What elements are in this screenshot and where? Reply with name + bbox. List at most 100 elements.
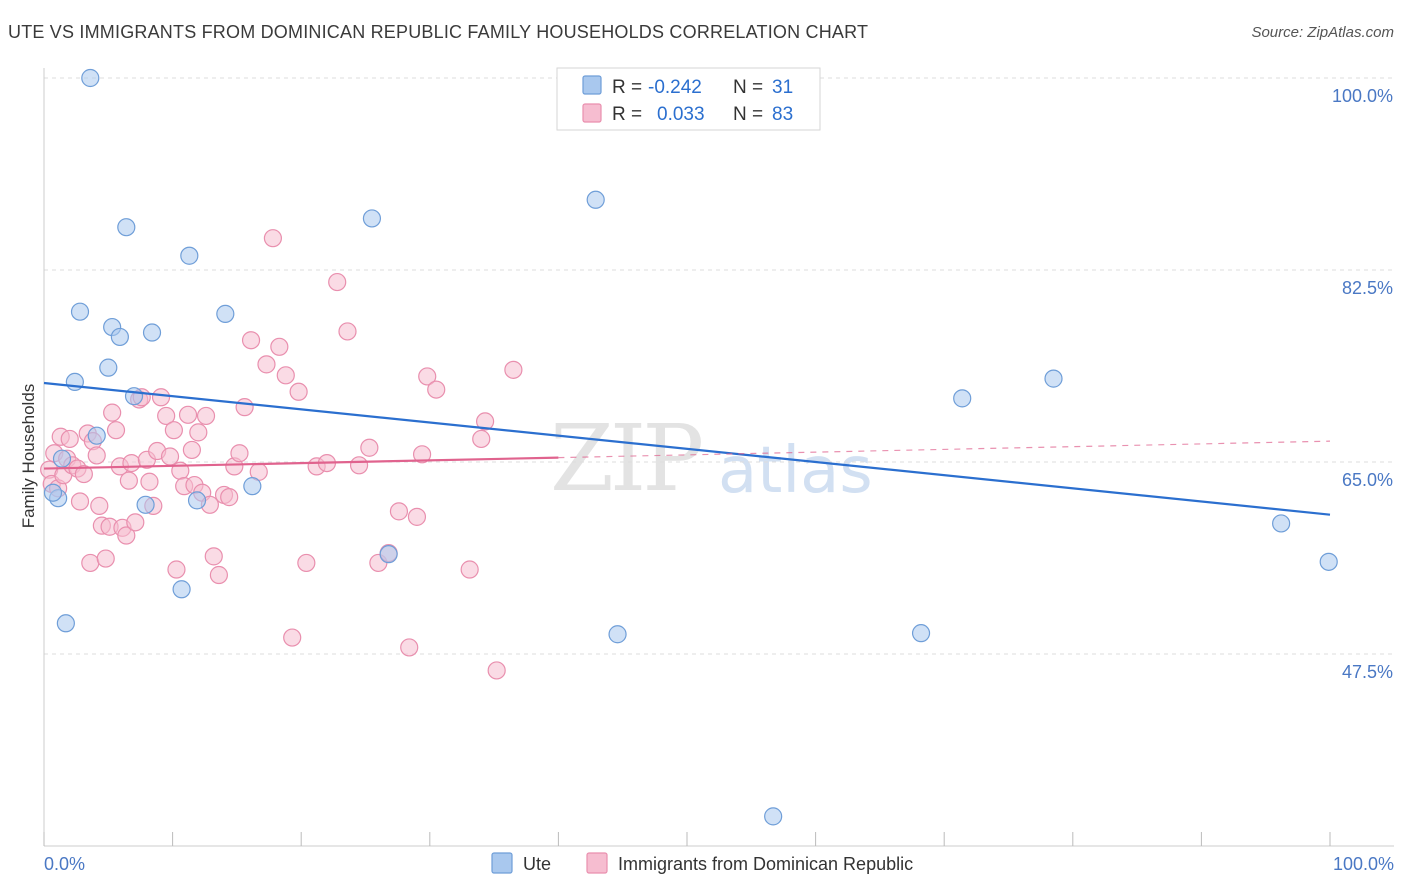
legend-n-label-dominican: N = — [733, 104, 763, 125]
ute-point — [953, 389, 972, 408]
dominican-point — [167, 560, 186, 579]
dominican-point — [119, 471, 138, 490]
dominican-point — [257, 355, 276, 374]
legend-swatch-ute — [582, 75, 602, 95]
dominican-point — [472, 429, 491, 449]
correlation-legend: R = -0.242 N = 31 R = 0.033 N = 83 — [556, 67, 821, 131]
ute-point — [56, 614, 75, 633]
ute-point — [187, 491, 207, 510]
legend-r-label-ute: R = — [612, 77, 642, 98]
ute-point — [136, 495, 155, 514]
dominican-point — [460, 560, 479, 579]
x-tick-label-100: 100.0% — [1333, 854, 1394, 874]
dominican-point — [412, 445, 432, 464]
dominican-trend-extension — [558, 440, 1331, 459]
dominican-trend-line — [43, 456, 559, 470]
ute-point — [110, 327, 129, 347]
y-tick-label: 65.0% — [1342, 470, 1393, 490]
dominican-point — [407, 507, 427, 526]
legend-r-label-dominican: R = — [612, 104, 642, 125]
dominican-point — [151, 388, 171, 407]
dominican-point — [389, 502, 409, 521]
dominican-point — [289, 382, 308, 401]
dominican-point — [126, 513, 145, 532]
dominican-point — [230, 444, 249, 463]
dominican-point — [160, 447, 180, 466]
ute-trend-line — [43, 381, 1331, 516]
dominican-point — [504, 360, 523, 379]
dominican-point — [475, 412, 495, 431]
ute-point — [142, 323, 162, 342]
ute-point — [52, 449, 72, 468]
dominican-point — [90, 496, 109, 515]
x-axis-ticks — [43, 832, 1331, 846]
ute-point — [117, 218, 136, 237]
ute-point — [216, 304, 235, 323]
dominican-point — [328, 272, 347, 292]
ute-point — [180, 246, 199, 265]
chart-title: UTE VS IMMIGRANTS FROM DOMINICAN REPUBLI… — [8, 22, 869, 42]
dominican-point — [122, 453, 141, 473]
gridlines — [44, 77, 1394, 655]
dominican-point — [106, 421, 126, 440]
y-tick-label: 100.0% — [1332, 86, 1393, 106]
legend-n-value-ute: 31 — [772, 77, 793, 98]
ute-point — [243, 477, 262, 496]
dominican-point — [427, 380, 446, 399]
watermark-zip: ZIP — [550, 405, 701, 512]
y-axis-label: Family Households — [19, 384, 38, 529]
y-tick-label: 47.5% — [1342, 662, 1393, 682]
dominican-point — [189, 423, 208, 442]
legend-n-label-ute: N = — [733, 77, 763, 98]
dominican-point — [140, 472, 159, 491]
ute-point — [608, 625, 627, 644]
legend-n-value-dominican: 83 — [772, 104, 793, 125]
legend-r-value-dominican: 0.033 — [657, 104, 705, 125]
dominican-point — [270, 337, 289, 356]
source-label: Source: ZipAtlas.com — [1251, 24, 1394, 41]
watermark-atlas: atlas — [718, 434, 873, 508]
ute-point — [99, 358, 118, 377]
dominican-point — [117, 526, 136, 545]
dominican-point — [70, 492, 90, 511]
dominican-point — [235, 398, 254, 417]
dominican-point — [196, 406, 216, 426]
dominican-point — [182, 440, 201, 460]
dominican-point — [178, 405, 198, 424]
dominican-point — [418, 367, 437, 386]
legend-label-ute: Ute — [523, 854, 551, 874]
series-legend: Ute Immigrants from Dominican Republic — [491, 852, 913, 874]
dominican-point — [157, 406, 176, 426]
series-dominican-points — [40, 229, 523, 680]
dominican-point — [74, 464, 93, 484]
legend-swatch-ute-bottom — [491, 852, 513, 874]
y-tick-label: 82.5% — [1342, 278, 1393, 298]
dominican-point — [283, 628, 302, 647]
x-tick-label-0: 0.0% — [44, 854, 85, 874]
ute-point — [1319, 552, 1338, 571]
dominican-point — [263, 229, 283, 248]
dominican-point — [241, 331, 261, 350]
ute-point — [70, 302, 90, 321]
ute-point — [172, 580, 191, 599]
dominican-point — [164, 421, 183, 440]
dominican-point — [87, 446, 106, 465]
dominican-point — [349, 456, 369, 475]
ute-point — [379, 545, 398, 564]
legend-swatch-dominican-bottom — [586, 852, 608, 874]
dominican-point — [360, 438, 379, 457]
legend-label-dominican: Immigrants from Dominican Republic — [618, 854, 913, 874]
dominican-point — [204, 547, 223, 566]
dominican-point — [487, 661, 506, 680]
ute-point — [43, 483, 63, 502]
ute-point — [1272, 514, 1291, 533]
ute-point — [124, 387, 144, 406]
dominican-point — [60, 429, 79, 449]
ute-point — [586, 190, 605, 209]
dominican-point — [297, 553, 316, 573]
dominican-point — [96, 549, 115, 568]
ute-point — [87, 426, 106, 445]
dominican-point — [400, 638, 419, 657]
dominican-point — [338, 322, 357, 341]
dominican-point — [209, 565, 228, 585]
